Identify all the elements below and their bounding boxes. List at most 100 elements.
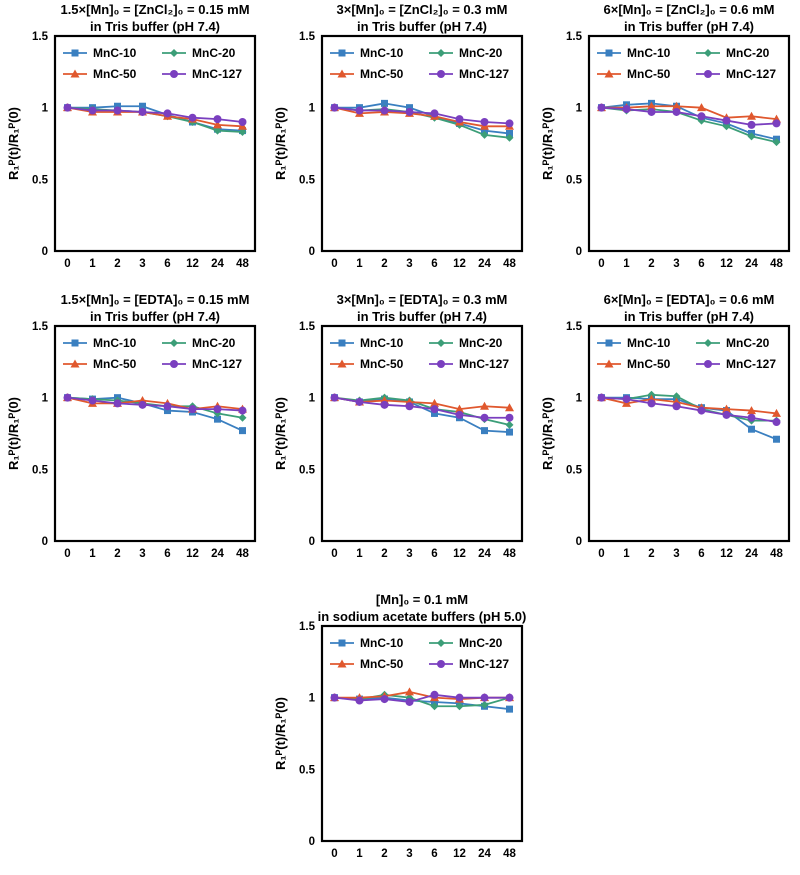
legend-label: MnC-10: [360, 636, 404, 650]
chart-title: 6×[Mn]₀ = [EDTA]₀ = 0.6 mM: [604, 292, 775, 307]
legend-marker: [337, 659, 347, 668]
legend-item: MnC-10: [63, 46, 137, 60]
legend-item: MnC-20: [429, 636, 503, 650]
plot-frame: [320, 624, 524, 843]
legend-marker: [437, 360, 445, 368]
legend-marker: [437, 339, 445, 347]
y-tick-label: 0: [309, 536, 315, 548]
x-tick-label: 6: [431, 848, 437, 860]
series-mnc-127: [330, 103, 514, 128]
legend-marker: [71, 49, 79, 57]
data-point: [406, 104, 413, 112]
data-point: [747, 132, 756, 141]
legend-label: MnC-10: [627, 336, 671, 350]
data-point: [747, 111, 756, 120]
chart-title: 3×[Mn]₀ = [EDTA]₀ = 0.3 mM: [337, 292, 508, 307]
legend-marker: [604, 69, 614, 78]
x-tick-label: 12: [453, 548, 466, 560]
legend-label: MnC-127: [459, 657, 509, 671]
legend-marker: [605, 339, 613, 347]
series-mnc-127: [63, 103, 247, 126]
data-point: [213, 115, 222, 124]
data-point: [380, 106, 389, 115]
y-tick-label: 1: [42, 393, 49, 405]
x-tick-label: 3: [406, 848, 412, 860]
legend-label: MnC-127: [459, 67, 509, 81]
legend-marker: [604, 359, 614, 368]
legend-item: MnC-127: [696, 357, 776, 371]
x-tick-label: 2: [114, 548, 120, 560]
data-point: [213, 120, 222, 129]
legend-marker: [71, 339, 79, 347]
legend-item: MnC-20: [429, 336, 503, 350]
x-tick-label: 2: [381, 548, 387, 560]
chart-svg-2: 3×[Mn]₀ = [ZnCl₂]₀ = 0.3 mM in Tris buffe…: [273, 2, 524, 270]
x-tick-label: 0: [331, 848, 337, 860]
x-tick-label: 2: [381, 848, 387, 860]
legend-label: MnC-20: [459, 46, 503, 60]
legend-item: MnC-20: [696, 336, 770, 350]
y-tick-label: 0.5: [299, 174, 316, 186]
y-axis-label: R₁ᴾ(t)/R₁ᴾ(0): [6, 397, 21, 470]
x-tick-label: 6: [698, 548, 704, 560]
legend-marker: [704, 49, 712, 57]
data-point: [238, 413, 247, 422]
y-tick-label: 0: [42, 246, 48, 258]
legend-item: MnC-20: [696, 46, 770, 60]
x-tick-label: 3: [406, 258, 412, 270]
x-tick-label: 24: [478, 258, 491, 270]
data-point: [113, 106, 122, 115]
legend-label: MnC-10: [627, 46, 671, 60]
chart-subtitle: in sodium acetate buffers (pH 5.0): [318, 609, 527, 624]
legend-marker: [437, 639, 445, 647]
legend-item: MnC-50: [597, 357, 671, 371]
data-point: [506, 129, 513, 137]
y-tick-label: 1.5: [32, 321, 49, 333]
y-axis-label: R₁ᴾ(t)/R₁ᴾ(0): [540, 397, 555, 470]
series-line-mnc-127: [334, 693, 510, 703]
series-line-mnc-127: [67, 106, 243, 123]
data-point: [380, 695, 389, 704]
data-point: [88, 396, 97, 405]
legend-item: MnC-50: [597, 67, 671, 81]
data-point: [430, 702, 439, 711]
legend-item: MnC-127: [429, 657, 509, 671]
x-tick-label: 48: [503, 548, 516, 560]
data-point: [455, 702, 464, 711]
data-point: [355, 397, 364, 406]
y-tick-label: 0.5: [566, 174, 583, 186]
data-point: [672, 402, 681, 411]
data-point: [697, 112, 706, 121]
data-point: [672, 101, 681, 110]
x-tick-label: 6: [164, 258, 170, 270]
data-point: [138, 400, 147, 409]
x-tick-label: 3: [139, 258, 145, 270]
legend-marker: [337, 359, 347, 368]
legend-label: MnC-20: [459, 636, 503, 650]
y-tick-label: 0: [309, 246, 315, 258]
legend-item: MnC-127: [696, 67, 776, 81]
y-tick-label: 1: [309, 103, 316, 115]
chart-panel-3: 6×[Mn]₀ = [ZnCl₂]₀ = 0.6 mM in Tris buffe…: [534, 0, 800, 290]
legend-label: MnC-50: [627, 67, 671, 81]
chart-panel-2: 3×[Mn]₀ = [ZnCl₂]₀ = 0.3 mM in Tris buffe…: [267, 0, 534, 290]
data-point: [597, 393, 606, 402]
legend-label: MnC-127: [726, 67, 776, 81]
data-point: [772, 418, 781, 427]
data-point: [622, 395, 631, 404]
data-point: [213, 405, 222, 414]
data-point: [773, 435, 780, 443]
legend-item: MnC-127: [162, 357, 242, 371]
chart-panel-5: 3×[Mn]₀ = [EDTA]₀ = 0.3 mM in Tris buffer…: [267, 290, 534, 580]
data-point: [505, 133, 514, 142]
chart-subtitle: in Tris buffer (pH 7.4): [624, 309, 754, 324]
y-tick-label: 0: [576, 246, 582, 258]
x-tick-label: 48: [770, 548, 783, 560]
x-tick-label: 1: [623, 258, 630, 270]
legend-item: MnC-127: [429, 357, 509, 371]
legend-marker: [704, 339, 712, 347]
x-tick-label: 24: [211, 548, 224, 560]
x-tick-label: 2: [381, 258, 387, 270]
legend-label: MnC-20: [192, 46, 236, 60]
data-point: [430, 690, 439, 699]
